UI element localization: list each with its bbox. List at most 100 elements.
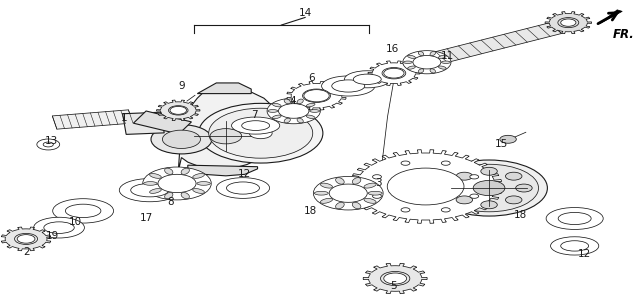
Text: 9: 9 — [178, 81, 185, 91]
Ellipse shape — [150, 174, 161, 178]
Circle shape — [401, 175, 450, 198]
Ellipse shape — [430, 69, 436, 73]
Circle shape — [516, 184, 532, 192]
Ellipse shape — [332, 80, 365, 92]
Ellipse shape — [310, 110, 319, 112]
Circle shape — [378, 164, 473, 209]
Ellipse shape — [232, 117, 280, 134]
Ellipse shape — [44, 222, 74, 233]
Circle shape — [561, 19, 576, 26]
Ellipse shape — [143, 182, 157, 185]
Circle shape — [267, 98, 321, 124]
Text: 11: 11 — [441, 50, 454, 61]
Circle shape — [384, 68, 404, 78]
Ellipse shape — [408, 66, 415, 69]
Ellipse shape — [352, 202, 361, 209]
Circle shape — [151, 125, 212, 154]
Circle shape — [413, 55, 441, 69]
Ellipse shape — [314, 191, 328, 195]
Polygon shape — [1, 227, 51, 251]
Ellipse shape — [344, 71, 390, 88]
Text: 4: 4 — [289, 96, 296, 106]
Polygon shape — [287, 81, 346, 110]
Ellipse shape — [181, 192, 189, 199]
Ellipse shape — [430, 51, 436, 56]
Ellipse shape — [181, 168, 189, 174]
Ellipse shape — [364, 198, 376, 203]
Ellipse shape — [368, 191, 382, 195]
Ellipse shape — [197, 182, 211, 185]
Circle shape — [210, 129, 242, 144]
Polygon shape — [436, 23, 561, 62]
Ellipse shape — [273, 103, 281, 107]
Circle shape — [170, 106, 186, 114]
Polygon shape — [133, 111, 191, 134]
Circle shape — [163, 130, 200, 148]
Polygon shape — [368, 61, 420, 85]
Ellipse shape — [119, 179, 180, 202]
Ellipse shape — [297, 118, 303, 123]
Ellipse shape — [268, 110, 278, 112]
Ellipse shape — [150, 188, 161, 193]
Polygon shape — [349, 150, 502, 223]
Circle shape — [372, 175, 381, 179]
Circle shape — [17, 235, 35, 243]
Polygon shape — [179, 88, 276, 171]
Ellipse shape — [321, 183, 333, 188]
Ellipse shape — [307, 115, 315, 119]
Polygon shape — [123, 112, 164, 134]
Ellipse shape — [322, 76, 375, 96]
Circle shape — [401, 161, 410, 165]
Text: 12: 12 — [238, 169, 252, 179]
Circle shape — [442, 208, 450, 212]
Ellipse shape — [273, 115, 281, 119]
Ellipse shape — [131, 184, 169, 197]
Ellipse shape — [353, 74, 381, 84]
Text: 12: 12 — [577, 248, 591, 259]
Text: 14: 14 — [298, 8, 312, 18]
Text: FR.: FR. — [612, 28, 634, 41]
Circle shape — [278, 104, 309, 118]
Ellipse shape — [164, 168, 173, 174]
Circle shape — [481, 167, 497, 175]
Ellipse shape — [403, 61, 412, 63]
Text: 18: 18 — [514, 211, 527, 220]
Ellipse shape — [546, 207, 604, 230]
Circle shape — [470, 175, 479, 179]
Text: 3: 3 — [375, 178, 381, 188]
Circle shape — [401, 208, 410, 212]
Circle shape — [387, 168, 464, 205]
Text: 18: 18 — [303, 206, 317, 216]
Circle shape — [470, 194, 479, 198]
Ellipse shape — [352, 178, 361, 184]
Circle shape — [198, 103, 323, 163]
Circle shape — [403, 51, 451, 74]
Circle shape — [381, 271, 410, 285]
Text: 15: 15 — [495, 139, 508, 149]
Ellipse shape — [297, 99, 303, 104]
Ellipse shape — [65, 204, 101, 218]
Ellipse shape — [419, 51, 424, 56]
Ellipse shape — [284, 99, 291, 104]
Circle shape — [473, 181, 505, 196]
Polygon shape — [364, 263, 427, 294]
Text: 7: 7 — [251, 110, 258, 120]
Circle shape — [43, 142, 53, 147]
Ellipse shape — [216, 178, 269, 198]
Ellipse shape — [408, 55, 415, 58]
Text: 19: 19 — [46, 231, 60, 241]
Circle shape — [365, 158, 486, 215]
Circle shape — [15, 233, 38, 244]
Circle shape — [209, 108, 313, 158]
Text: 5: 5 — [390, 281, 397, 290]
Circle shape — [384, 273, 406, 284]
Circle shape — [37, 139, 60, 150]
Circle shape — [506, 172, 522, 180]
Ellipse shape — [242, 121, 269, 130]
Ellipse shape — [321, 198, 333, 203]
Circle shape — [303, 89, 330, 103]
Ellipse shape — [442, 61, 451, 63]
Circle shape — [500, 135, 516, 143]
Ellipse shape — [558, 212, 591, 225]
Ellipse shape — [52, 199, 113, 223]
